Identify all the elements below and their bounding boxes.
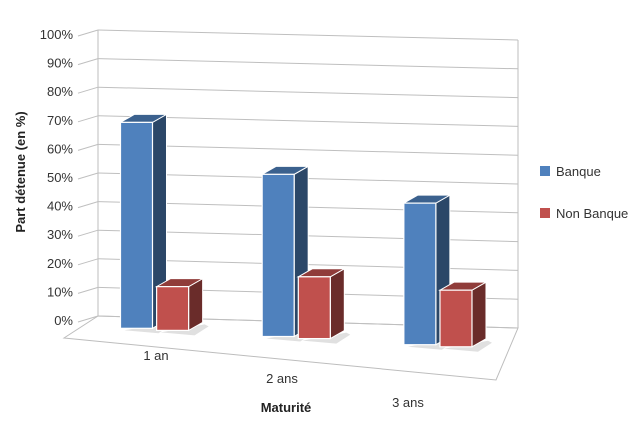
bar-side (329, 267, 345, 340)
x-axis-title: Maturité (261, 400, 312, 415)
gridline (97, 86, 519, 99)
gridline (97, 58, 519, 70)
gridline-side (77, 201, 99, 209)
gridline-side (77, 315, 99, 323)
y-axis-title: Part détenue (en %) (13, 111, 28, 232)
bar (438, 281, 492, 352)
gridline-side (77, 229, 99, 237)
gridline-side (77, 86, 99, 94)
gridline-side (77, 115, 99, 123)
bar (118, 113, 173, 334)
bar (154, 277, 209, 336)
y-tick-label: 60% (47, 141, 73, 156)
y-axis-ticks: 0% 10% 20% 30% 40% 50% 60% 70% 80% 90% 100% (40, 27, 74, 328)
y-tick-label: 20% (47, 256, 73, 271)
gridline-side (77, 143, 99, 151)
bar-front (119, 121, 154, 329)
x-tick-label: 1 an (143, 348, 168, 363)
bar-front (403, 202, 437, 346)
y-tick-label: 80% (47, 84, 73, 99)
y-tick-label: 50% (47, 170, 73, 185)
gridline-side (77, 58, 99, 66)
y-tick-label: 100% (40, 27, 74, 42)
legend-swatch-non-banque (540, 208, 550, 218)
x-axis-ticks: 1 an 2 ans 3 ans (143, 348, 424, 410)
bar-side (471, 281, 487, 348)
bar-front (439, 289, 473, 348)
legend-label-banque: Banque (556, 164, 601, 179)
gridline-side (77, 29, 99, 37)
y-tick-label: 40% (47, 199, 73, 214)
bar-side (188, 277, 204, 332)
gridline (97, 115, 519, 127)
y-tick-label: 30% (47, 227, 73, 242)
x-tick-label: 3 ans (392, 395, 424, 410)
bar-front (261, 173, 295, 338)
legend-label-non-banque: Non Banque (556, 206, 628, 221)
y-tick-label: 90% (47, 56, 73, 71)
legend-swatch-banque (540, 166, 550, 176)
bar-front (297, 276, 331, 340)
bar-front (156, 286, 190, 331)
x-tick-label: 2 ans (266, 371, 298, 386)
gridline-side (77, 172, 99, 180)
y-tick-label: 70% (47, 113, 73, 128)
gridline (97, 143, 519, 156)
bars (118, 113, 492, 352)
bar (296, 267, 351, 344)
gridline-side (77, 286, 99, 294)
gridline-side (77, 258, 99, 266)
gridline (97, 29, 519, 41)
y-tick-label: 0% (54, 313, 73, 328)
legend: Banque Non Banque (540, 164, 628, 221)
y-tick-label: 10% (47, 284, 73, 299)
